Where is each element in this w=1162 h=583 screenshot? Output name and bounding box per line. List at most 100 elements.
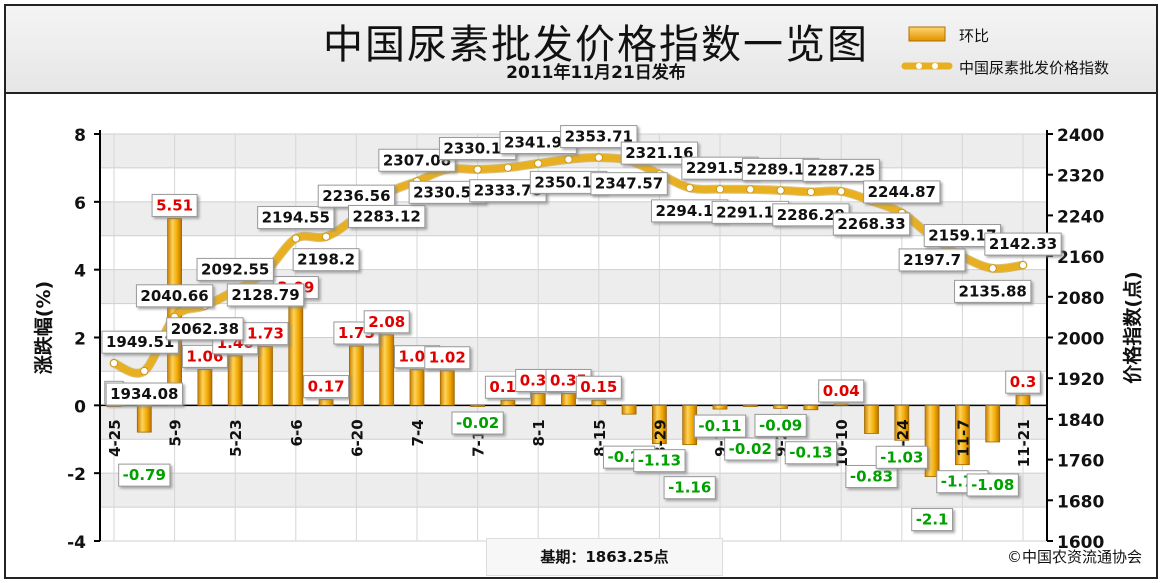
bar <box>591 399 607 406</box>
index-value-label-box <box>620 141 699 165</box>
index-value-label-text: 2330.18 <box>443 140 511 158</box>
bar <box>864 404 879 434</box>
bar-value-label-box <box>875 445 928 469</box>
bar <box>258 346 273 406</box>
index-value-label: 2062.38 <box>166 317 244 341</box>
legend-bar-swatch <box>908 26 946 42</box>
index-value-label: 2142.33 <box>984 232 1062 256</box>
index-value-label-text: 2353.71 <box>565 128 633 146</box>
right-tick-label: 1600 <box>1057 533 1104 553</box>
index-value-label-text: 2194.55 <box>262 209 330 227</box>
index-value-label: 2330.18 <box>438 137 517 161</box>
index-point <box>1019 261 1028 270</box>
right-tick-label: 2400 <box>1057 126 1104 146</box>
right-tick-label: 2160 <box>1057 248 1104 268</box>
bar-value-label-box <box>911 508 954 532</box>
bar-value-label-box <box>118 463 171 487</box>
bar-value-label: 0.04 <box>818 379 865 403</box>
index-point <box>140 367 149 376</box>
index-value-label-text: 2062.38 <box>171 320 239 338</box>
bar-value-label-box <box>303 375 350 399</box>
index-value-label: 2341.99 <box>499 131 577 155</box>
bar-value-label-box <box>693 414 747 438</box>
bar-value-label: -0.79 <box>118 463 171 487</box>
index-value-label-text: 2268.33 <box>837 215 905 233</box>
index-value-label-box <box>832 212 911 236</box>
bar-value-label-box <box>1005 370 1041 394</box>
index-value-label-box <box>292 248 360 272</box>
legend-line-label: 中国尿素批发价格指数 <box>959 59 1110 77</box>
index-value-label: 2289.19 <box>741 157 820 181</box>
bar-value-label-text: -2.1 <box>916 511 949 529</box>
bar <box>500 399 516 406</box>
bar <box>924 404 940 477</box>
bar <box>561 393 576 406</box>
right-tick-label: 1840 <box>1057 411 1104 431</box>
index-value-label-text: 2289.19 <box>746 160 814 178</box>
x-tick-label: 5-23 <box>227 419 245 457</box>
bar <box>773 404 788 409</box>
left-tick-label: 8 <box>74 126 86 146</box>
index-value-label-text: 2287.25 <box>807 161 875 179</box>
bar-value-label-text: 0.17 <box>308 378 345 396</box>
index-value-label-box <box>105 382 183 406</box>
left-tick-label: 0 <box>74 397 86 417</box>
index-value-label: 2236.56 <box>317 184 396 208</box>
index-value-label: 2294.14 <box>651 199 729 223</box>
bar <box>379 334 395 406</box>
index-value-label: 2244.87 <box>863 180 941 204</box>
index-value-label-text: 2333.76 <box>474 182 542 200</box>
right-tick-label: 1920 <box>1057 370 1104 390</box>
index-value-label-text: 2159.17 <box>928 227 996 245</box>
index-value-label-box <box>348 204 426 228</box>
bar-value-label-box <box>633 449 686 473</box>
bar-value-label-box <box>818 379 865 403</box>
bar <box>409 369 425 406</box>
bar <box>621 404 637 415</box>
index-value-label-text: 2198.2 <box>297 251 355 269</box>
index-value-label: 2321.16 <box>620 141 699 165</box>
index-point <box>594 153 603 162</box>
index-value-label: 2330.56 <box>408 180 486 204</box>
right-tick-label: 2080 <box>1057 289 1104 309</box>
index-value-label-box <box>954 279 1032 303</box>
index-value-label-text: 2040.66 <box>140 287 208 305</box>
bar <box>652 404 667 445</box>
index-value-label: 2291.54 <box>681 156 759 180</box>
x-tick-label: 7-4 <box>409 419 427 446</box>
chart-header: 中国尿素批发价格指数一览图 2011年11月21日发布 环比 中国尿素批发价格指… <box>6 6 1156 94</box>
left-tick-label: 4 <box>74 262 86 282</box>
bar-value-label: 1.02 <box>424 346 471 370</box>
bar <box>470 404 486 407</box>
index-point <box>837 187 846 196</box>
right-tick-label: 2320 <box>1057 167 1104 187</box>
index-point <box>776 186 785 195</box>
bar-value-label-text: -1.16 <box>668 479 711 497</box>
bar-value-label-box <box>966 473 1019 497</box>
bar-value-label-box <box>451 411 504 435</box>
chart-plot: -4 -2 0 2 4 6 8 1600 1680 1760 1840 1920 2000 2080 216… <box>32 125 1144 553</box>
left-axis-title: 涨跌幅(%) <box>32 281 55 374</box>
index-value-label: 2135.88 <box>954 279 1032 303</box>
index-point <box>716 185 725 194</box>
bar-value-label: -0.83 <box>845 464 898 488</box>
index-value-label-text: 2347.57 <box>595 175 663 193</box>
bar <box>742 404 758 407</box>
index-point <box>685 183 694 192</box>
chart-subtitle: 2011年11月21日发布 <box>506 63 686 83</box>
index-value-label-text: 2321.16 <box>625 144 693 162</box>
bar-value-label: -0.13 <box>784 441 838 465</box>
bar-value-label-text: -1.13 <box>638 452 681 470</box>
bar <box>833 403 849 406</box>
index-value-label: 2128.79 <box>226 283 305 307</box>
index-value-label: 2307.08 <box>378 148 456 172</box>
index-value-label-box <box>226 283 305 307</box>
index-value-label-text: 2341.99 <box>504 134 572 152</box>
bar-value-label-box <box>845 464 898 488</box>
bar-value-label-text: 0.15 <box>580 378 617 396</box>
index-value-label-box <box>166 317 244 341</box>
index-value-label: 2092.55 <box>196 257 274 281</box>
index-value-label-box <box>378 148 456 172</box>
bar-value-label-text: -0.79 <box>123 466 166 484</box>
legend: 环比 中国尿素批发价格指数 <box>901 22 1156 82</box>
